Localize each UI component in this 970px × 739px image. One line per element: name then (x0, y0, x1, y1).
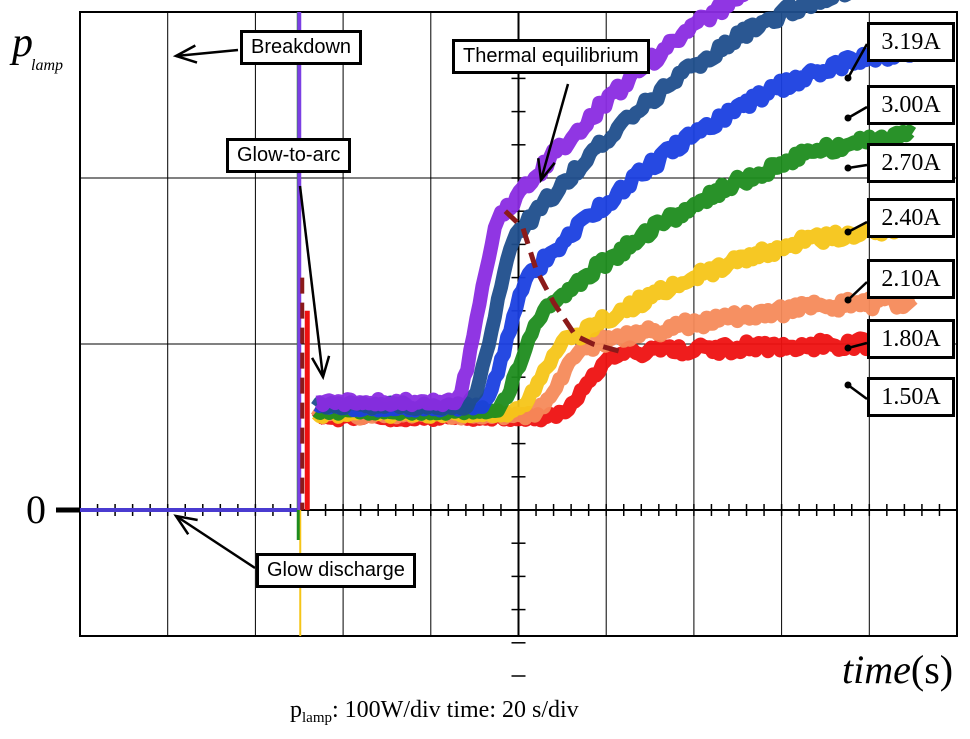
legend-leader-dot (844, 344, 852, 352)
legend-label-2-70a: 2.70A (867, 143, 955, 183)
scale-p-subscript: lamp (302, 710, 332, 726)
arrow-thermal-equilibrium-head (536, 158, 556, 184)
legend-label-2-40a: 2.40A (867, 198, 955, 238)
legend-label-1-80a: 1.80A (867, 319, 955, 359)
annotation-glow-to-arc: Glow-to-arc (226, 138, 352, 173)
legend-leader-dot (844, 74, 852, 82)
annotation-thermal-equilibrium: Thermal equilibrium (452, 39, 650, 74)
legend-label-1-50a: 1.50A (867, 377, 955, 417)
arrow-glow-discharge (175, 514, 256, 570)
arrow-breakdown (175, 48, 239, 58)
x-axis-unit: (s) (910, 647, 954, 692)
legend-leader-line (847, 105, 868, 120)
legend-leader-line (847, 220, 868, 234)
zero-level-label: 0 (26, 487, 46, 532)
legend-label-3-00a: 3.00A (867, 85, 955, 125)
legend-label-3-19a: 3.19A (867, 22, 955, 62)
legend-leader-line (847, 383, 868, 401)
y-axis-label-subscript: lamp (31, 57, 63, 74)
x-axis-label: time(s) (842, 650, 953, 690)
legend-leader-line (847, 281, 868, 301)
legend-leader-dot (844, 164, 852, 172)
annotation-glow-discharge: Glow discharge (256, 553, 416, 588)
annotation-breakdown: Breakdown (240, 30, 363, 65)
legend-leader-dot (844, 228, 852, 236)
series-line-3-19a (312, 0, 749, 413)
arrow-glow-to-arc-head (310, 355, 331, 381)
arrow-glow-to-arc (298, 185, 325, 378)
series-line-2-40a (312, 124, 917, 421)
y-axis-label: plamp (12, 20, 63, 74)
scale-p-symbol: p (290, 697, 302, 723)
arrow-breakdown-head (172, 44, 198, 64)
legend-label-2-10a: 2.10A (867, 259, 955, 299)
transition-dashed-curve (503, 209, 625, 355)
arrow-thermal-equilibrium (539, 83, 570, 181)
x-axis-label-text: time (842, 647, 911, 692)
legend-leader-dot (844, 381, 852, 389)
scale-rest: : 100W/div time: 20 s/div (332, 697, 579, 723)
scale-caption: plamp: 100W/div time: 20 s/div (290, 697, 579, 726)
arrow-glow-discharge-head (173, 514, 198, 535)
legend-leader-dot (844, 296, 852, 304)
legend-leader-line (846, 43, 869, 79)
legend-leader-dot (844, 114, 852, 122)
